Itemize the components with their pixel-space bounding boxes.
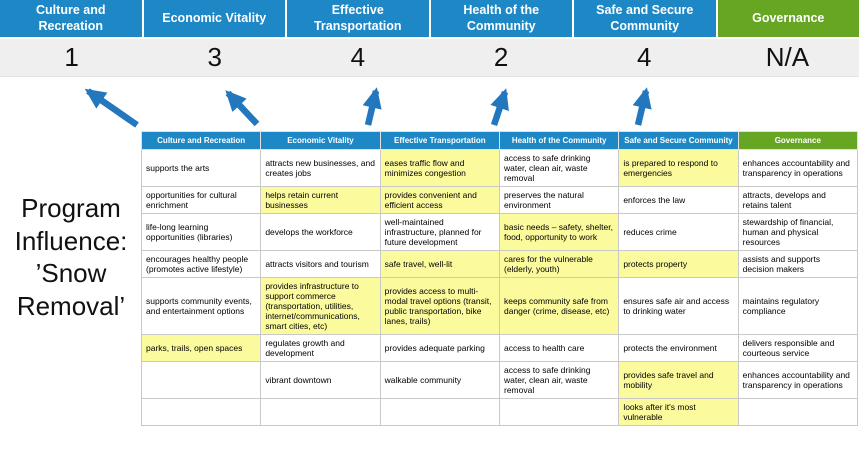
- table-cell: enforces the law: [618, 186, 739, 215]
- table-cell: eases traffic flow and minimizes congest…: [379, 148, 500, 188]
- table-header-row: Culture and Recreation Economic Vitality…: [140, 131, 859, 150]
- pillar-header-effective-transportation: Effective Transportation: [287, 0, 429, 37]
- column-header-safe-secure: Safe and Secure Community: [618, 131, 739, 150]
- table-cell: provides convenient and efficient access: [379, 186, 500, 215]
- column-header-effective-transportation: Effective Transportation: [379, 131, 500, 150]
- up-arrow-icon: [632, 87, 652, 126]
- table-row: supports community events, and entertain…: [140, 277, 859, 336]
- table-cell: parks, trails, open spaces: [140, 334, 262, 363]
- up-arrow-icon: [362, 87, 382, 126]
- table-cell: provides access to multi-modal travel op…: [379, 277, 500, 336]
- column-header-governance: Governance: [737, 131, 859, 150]
- table-cell: [498, 398, 620, 427]
- table-cell: supports community events, and entertain…: [140, 277, 262, 336]
- program-influence-title: Program Influence: ’Snow Removal’: [14, 193, 128, 321]
- table-cell: access to safe drinking water, clean air…: [498, 361, 620, 400]
- table-row: encourages healthy people (promotes acti…: [140, 250, 859, 279]
- table-cell: provides adequate parking: [379, 334, 500, 363]
- table-row: vibrant downtown walkable community acce…: [140, 361, 859, 400]
- table-cell: protects property: [618, 250, 739, 279]
- table-cell: access to health care: [498, 334, 620, 363]
- table-cell: [140, 361, 262, 400]
- table-cell: is prepared to respond to emergencies: [618, 148, 739, 188]
- pillar-header-economic-vitality: Economic Vitality: [143, 0, 285, 37]
- table-cell: [260, 398, 381, 427]
- table-cell: delivers responsible and courteous servi…: [737, 334, 859, 363]
- table-cell: looks after it's most vulnerable: [618, 398, 739, 427]
- table-cell: preserves the natural environment: [498, 186, 620, 215]
- table-cell: access to safe drinking water, clean air…: [498, 148, 620, 188]
- table-row: parks, trails, open spaces regulates gro…: [140, 334, 859, 363]
- table-row: life-long learning opportunities (librar…: [140, 213, 859, 252]
- score-safe-secure: 4: [637, 42, 652, 72]
- table-cell: maintains regulatory compliance: [737, 277, 859, 336]
- table-cell: life-long learning opportunities (librar…: [140, 213, 262, 252]
- table-cell: vibrant downtown: [260, 361, 381, 400]
- table-cell: cares for the vulnerable (elderly, youth…: [498, 250, 620, 279]
- table-cell: provides infrastructure to support comme…: [260, 277, 381, 336]
- table-cell: safe travel, well-lit: [379, 250, 500, 279]
- up-arrow-icon: [490, 88, 509, 127]
- table-cell: attracts visitors and tourism: [260, 250, 381, 279]
- table-cell: provides safe travel and mobility: [618, 361, 739, 400]
- column-header-economic-vitality: Economic Vitality: [260, 131, 381, 150]
- table-cell: enhances accountability and transparency…: [737, 361, 859, 400]
- up-arrow-icon: [84, 88, 139, 128]
- table-cell: assists and supports decision makers: [737, 250, 859, 279]
- up-arrow-icon: [225, 90, 260, 127]
- table-cell: encourages healthy people (promotes acti…: [140, 250, 262, 279]
- score-health-community: 2: [493, 42, 509, 72]
- table-cell: walkable community: [379, 361, 500, 400]
- column-header-culture-recreation: Culture and Recreation: [140, 131, 262, 150]
- pillar-header-culture-recreation: Culture and Recreation: [0, 0, 142, 37]
- table-row: opportunities for cultural enrichment he…: [140, 186, 859, 215]
- table-cell: basic needs – safety, shelter, food, opp…: [498, 213, 620, 252]
- table-cell: ensures safe air and access to drinking …: [618, 277, 739, 336]
- pillar-header-health-community: Health of the Community: [430, 0, 572, 37]
- score-governance: N/A: [765, 42, 810, 72]
- table-cell: [140, 398, 262, 427]
- table-row: looks after it's most vulnerable: [140, 398, 859, 427]
- table-cell: keeps community safe from danger (crime,…: [498, 277, 620, 336]
- table-cell: well-maintained infrastructure, planned …: [379, 213, 500, 252]
- score-economic-vitality: 3: [207, 42, 222, 72]
- influence-matrix-table: Culture and Recreation Economic Vitality…: [140, 131, 859, 427]
- score-effective-transportation: 4: [350, 42, 366, 72]
- table-cell: regulates growth and development: [260, 334, 381, 363]
- table-cell: stewardship of financial, human and phys…: [737, 213, 859, 252]
- table-cell: protects the environment: [618, 334, 739, 363]
- pillar-header-governance: Governance: [717, 0, 859, 37]
- table-cell: [379, 398, 500, 427]
- table-cell: helps retain current businesses: [260, 186, 381, 215]
- pillar-header-safe-secure: Safe and Secure Community: [574, 0, 716, 37]
- table-cell: supports the arts: [140, 148, 262, 188]
- table-cell: attracts, develops and retains talent: [737, 186, 859, 215]
- table-cell: reduces crime: [618, 213, 739, 252]
- table-cell: [737, 398, 859, 427]
- table-cell: opportunities for cultural enrichment: [140, 186, 262, 215]
- score-strip: 1 3 4 2 4 N/A: [0, 39, 859, 77]
- table-cell: enhances accountability and transparency…: [737, 148, 859, 188]
- table-cell: attracts new businesses, and creates job…: [260, 148, 381, 188]
- table-row: supports the arts attracts new businesse…: [140, 148, 859, 188]
- score-culture-recreation: 1: [64, 42, 79, 72]
- pillar-banner: Culture and Recreation Economic Vitality…: [0, 0, 859, 37]
- column-header-health-community: Health of the Community: [498, 131, 620, 150]
- table-cell: develops the workforce: [260, 213, 381, 252]
